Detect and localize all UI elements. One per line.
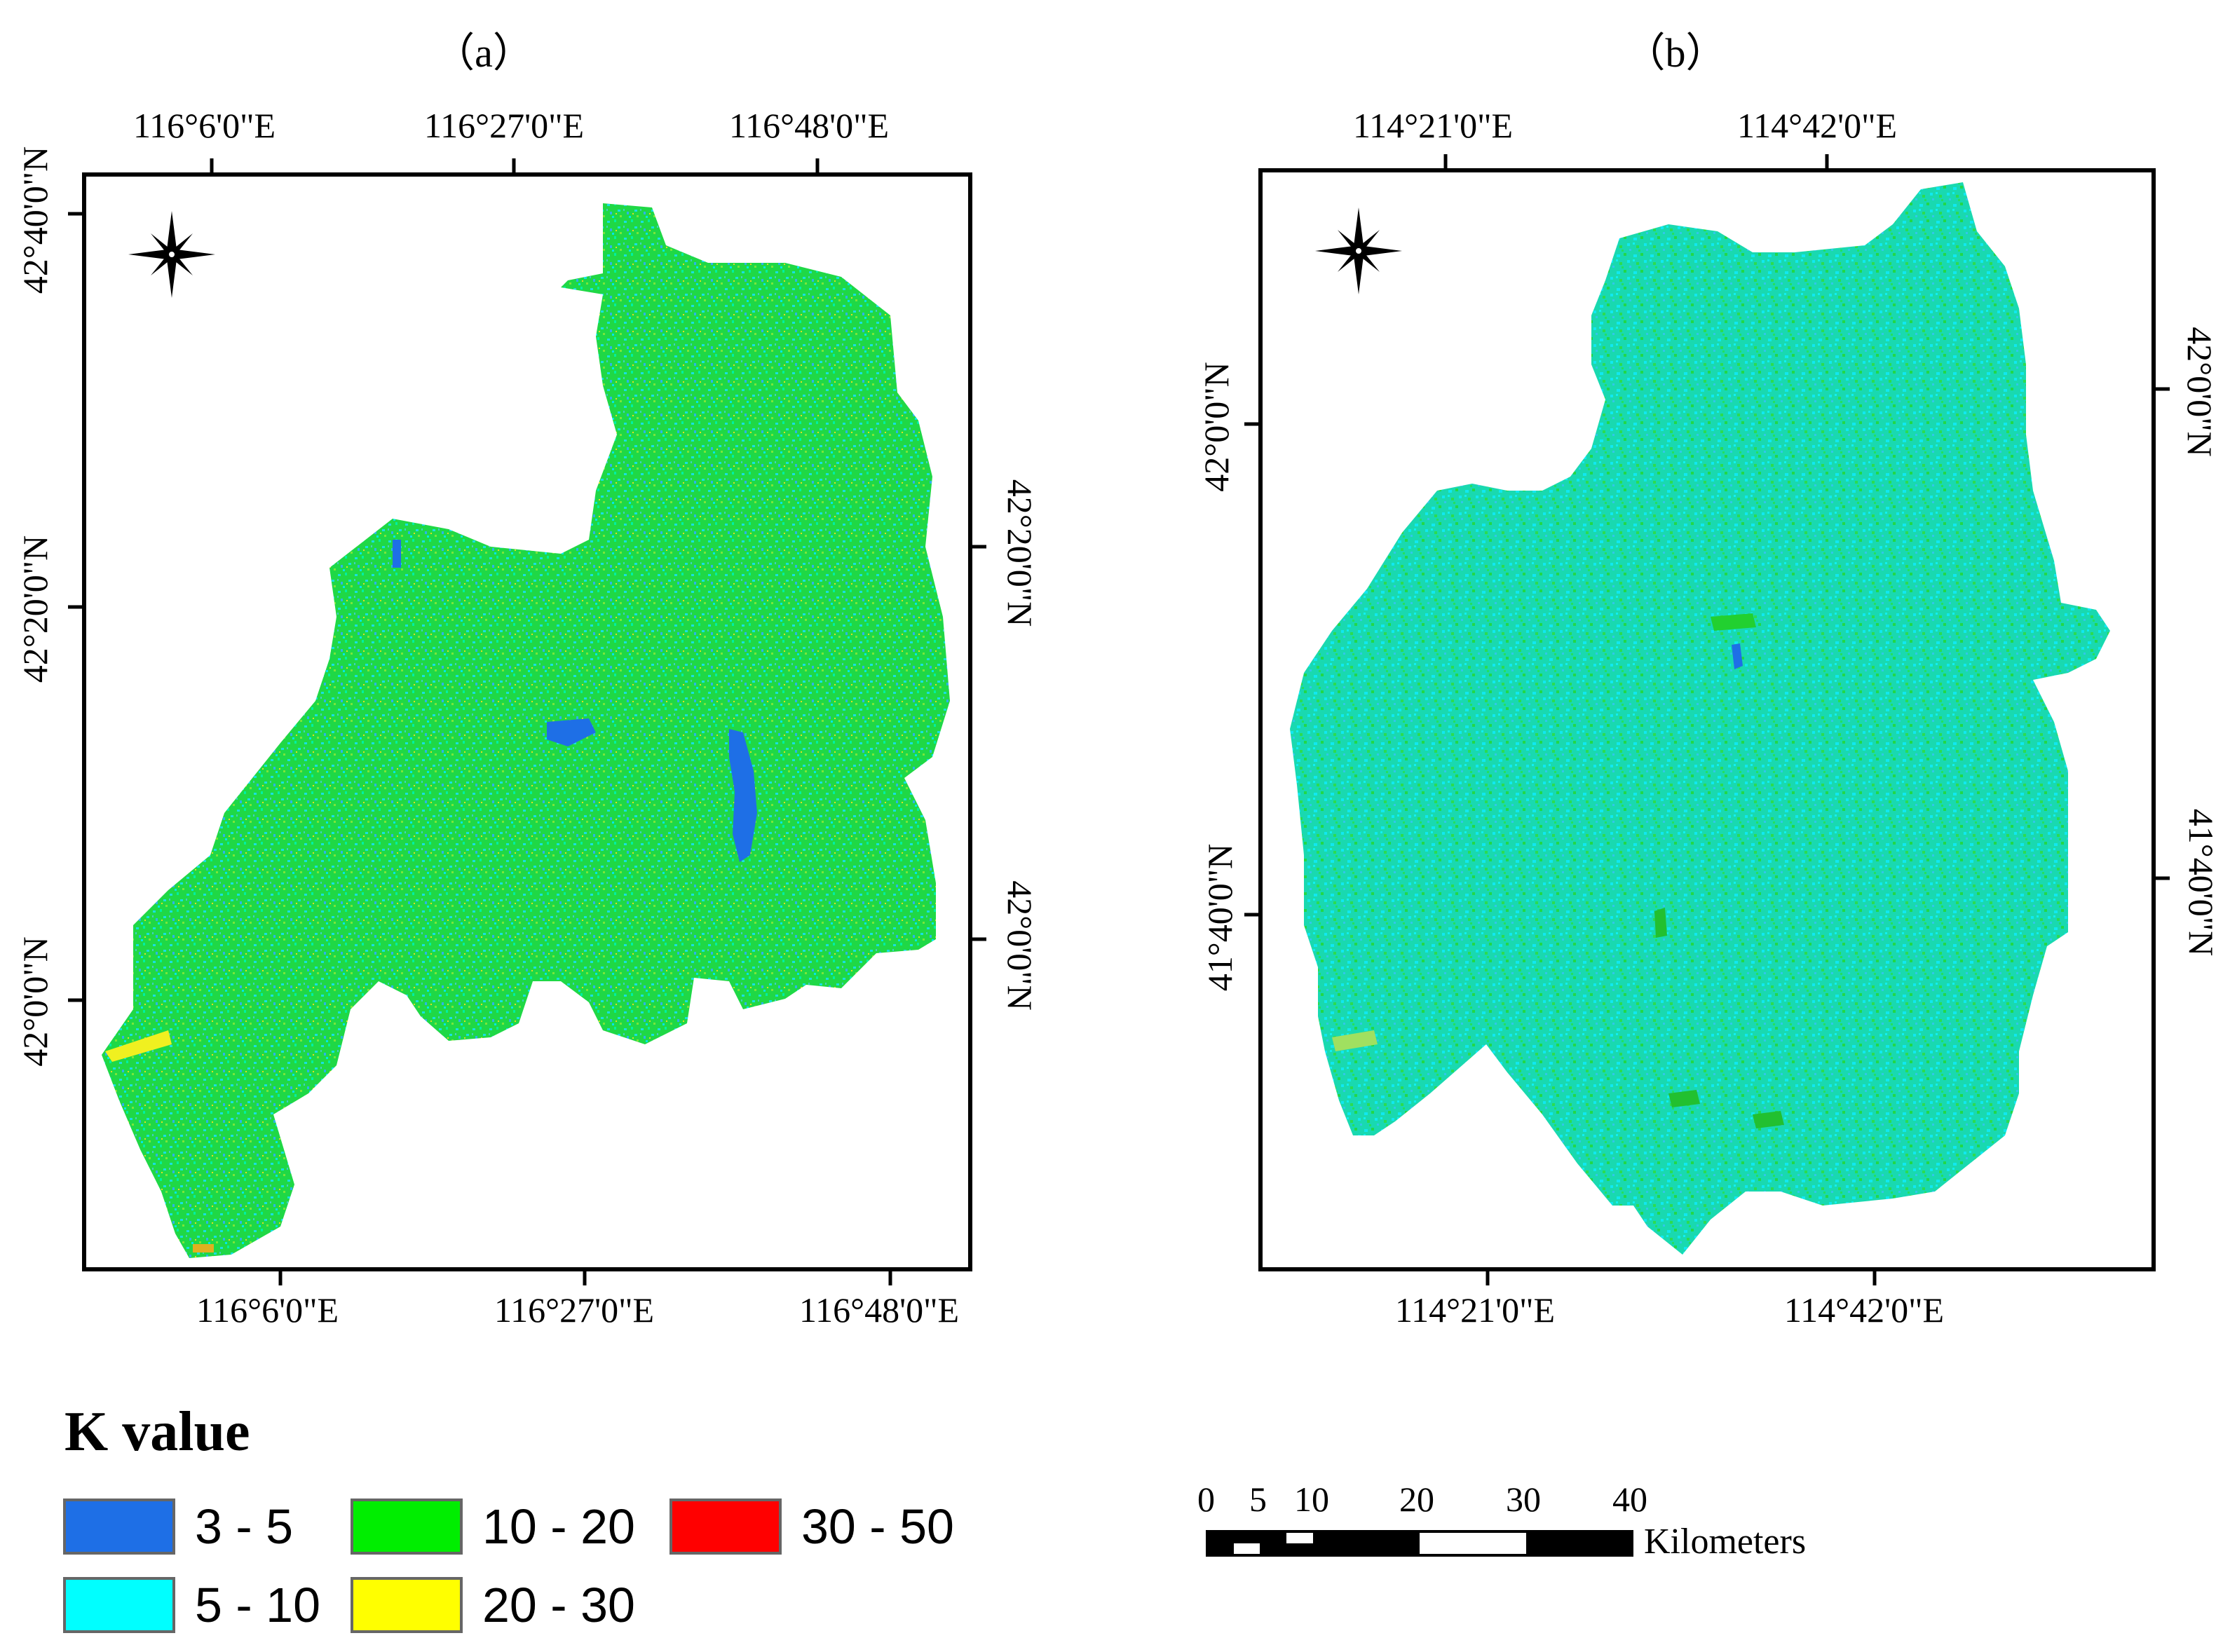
legend-swatch [63,1577,175,1633]
north-arrow-icon [1315,207,1402,294]
legend-label: 10 - 20 [482,1499,635,1554]
panel-b-top-tick: 114°42'0"E [1737,106,1898,145]
panel-a-title: （a） [434,30,533,76]
panel-a-tick-marks [68,158,986,1285]
panel-b-title: （b） [1624,30,1727,76]
legend-item-5-10: 5 - 10 [63,1577,320,1633]
north-arrow-icon [128,211,215,298]
legend-item-30-50: 30 - 50 [669,1499,954,1555]
panel-b-tick-marks [1244,154,2170,1285]
legend-label: 5 - 10 [195,1578,320,1632]
legend-item-3-5: 3 - 5 [63,1499,293,1555]
panel-a-top-tick: 116°48'0"E [729,106,890,145]
legend-item-20-30: 20 - 30 [351,1577,635,1633]
panel-a-bottom-tick: 116°48'0"E [799,1290,960,1330]
legend-swatch [351,1499,463,1555]
scale-tick-label: 30 [1506,1480,1541,1519]
panel-a-bottom-tick: 116°6'0"E [196,1290,339,1330]
panel-b-top-tick: 114°21'0"E [1353,106,1514,145]
panel-a-region [102,203,950,1258]
scale-tick-label: 5 [1249,1480,1267,1519]
panel-b-bottom-tick: 114°42'0"E [1784,1290,1945,1330]
scale-tick-label: 40 [1612,1480,1647,1519]
scale-tick-label: 20 [1399,1480,1434,1519]
panel-a-top-tick: 116°27'0"E [424,106,585,145]
scale-tick-label: 0 [1197,1480,1215,1519]
legend-swatch [351,1577,463,1633]
legend-swatch [63,1499,175,1555]
panel-a-bottom-tick: 116°27'0"E [494,1290,655,1330]
legend-label: 3 - 5 [195,1499,294,1554]
legend-item-10-20: 10 - 20 [351,1499,635,1555]
scale-tick-label: 10 [1294,1480,1329,1519]
legend-label: 30 - 50 [801,1499,954,1554]
panel-b-bottom-tick: 114°21'0"E [1395,1290,1556,1330]
panel-a-top-tick: 116°6'0"E [133,106,276,145]
legend-label: 20 - 30 [482,1578,635,1632]
panel-b-region [1290,182,2110,1255]
scale-bar [1206,1530,1633,1557]
scale-unit-label: Kilometers [1644,1522,1807,1562]
legend-title: K value [64,1401,250,1463]
legend-swatch [669,1499,782,1555]
